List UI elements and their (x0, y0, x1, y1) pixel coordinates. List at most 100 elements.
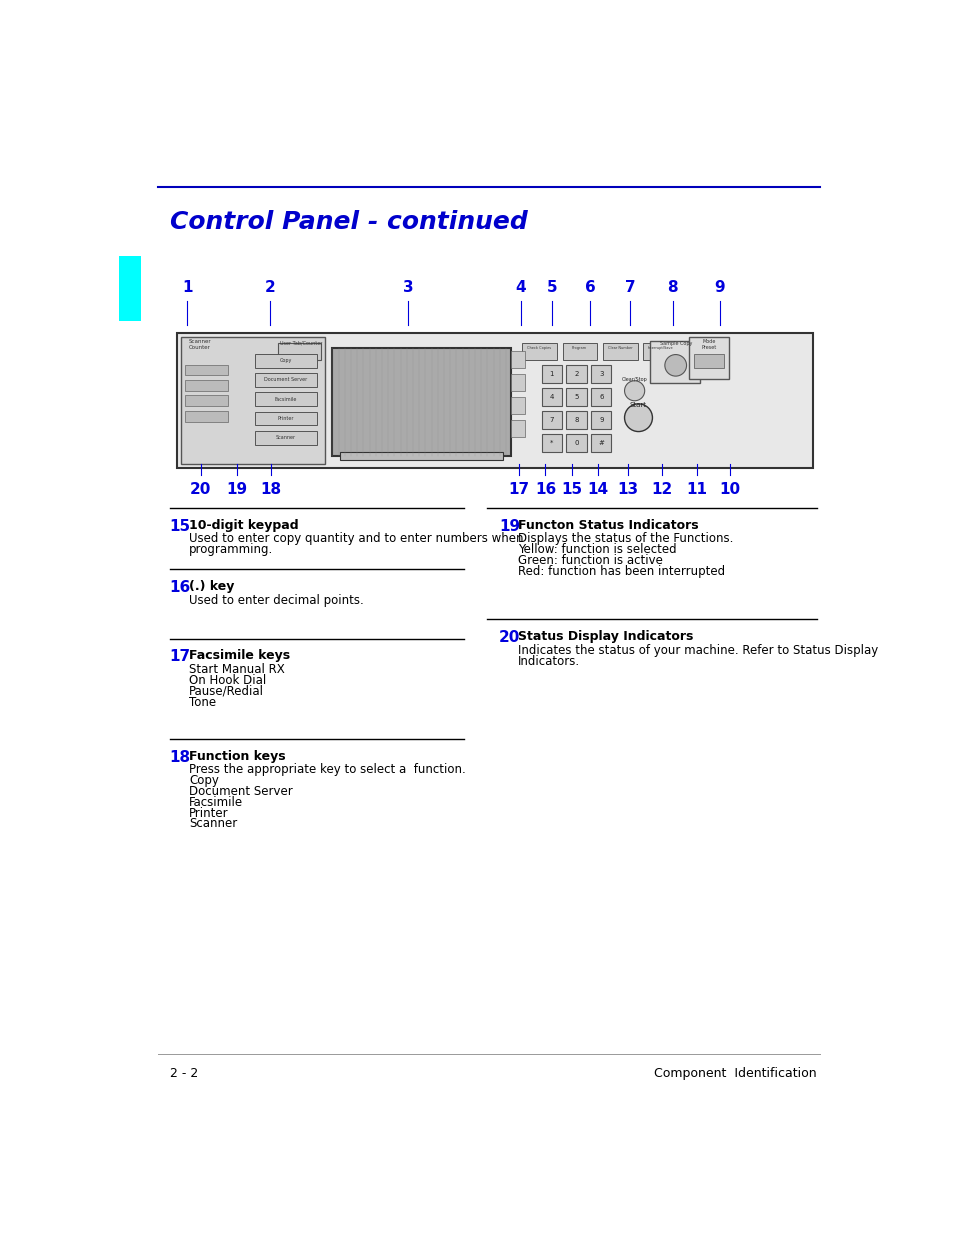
Text: 10: 10 (719, 482, 740, 496)
Text: 20: 20 (190, 482, 212, 496)
Text: 2 - 2: 2 - 2 (170, 1067, 197, 1079)
Text: Function keys: Function keys (189, 750, 285, 762)
Text: 9: 9 (598, 417, 603, 424)
Bar (591, 411, 611, 430)
Bar (642, 343, 678, 359)
Text: 5: 5 (574, 394, 578, 400)
Text: 17: 17 (508, 482, 529, 496)
Text: Mode
Preset: Mode Preset (700, 340, 716, 350)
Text: 9: 9 (714, 279, 724, 294)
Bar (688, 337, 728, 379)
Bar (185, 380, 228, 390)
Bar (119, 256, 141, 321)
Text: Pause/Redial: Pause/Redial (189, 685, 264, 698)
Text: 16: 16 (170, 580, 191, 595)
Bar (254, 431, 316, 445)
Text: Yellow: function is selected: Yellow: function is selected (517, 543, 677, 556)
Bar (591, 433, 611, 452)
Text: Indicators.: Indicators. (517, 655, 579, 668)
Text: Scanner: Scanner (275, 435, 295, 440)
Bar (591, 388, 611, 406)
Text: Control Panel - continued: Control Panel - continued (170, 210, 527, 233)
Bar (340, 452, 502, 461)
Bar (185, 364, 228, 375)
Bar (510, 351, 524, 368)
Text: Printer: Printer (189, 806, 229, 820)
Text: Press the appropriate key to select a  function.: Press the appropriate key to select a fu… (189, 763, 465, 777)
Text: Printer: Printer (277, 416, 294, 421)
Bar (649, 341, 700, 383)
Text: Used to enter copy quantity and to enter numbers when: Used to enter copy quantity and to enter… (189, 532, 523, 546)
Text: 16: 16 (535, 482, 556, 496)
Text: 8: 8 (574, 417, 578, 424)
Text: Interrupt/Save: Interrupt/Save (647, 346, 672, 351)
Text: 6: 6 (598, 394, 603, 400)
Text: Clear/Stop: Clear/Stop (621, 377, 647, 382)
Bar (591, 364, 611, 383)
Text: 8: 8 (666, 279, 678, 294)
Text: 11: 11 (685, 482, 706, 496)
Text: 2: 2 (574, 370, 578, 377)
Text: On Hook Dial: On Hook Dial (189, 674, 266, 687)
Text: Check Copies: Check Copies (527, 346, 551, 351)
Text: 7: 7 (549, 417, 554, 424)
Text: 6: 6 (584, 279, 596, 294)
Text: Status Display Indicators: Status Display Indicators (517, 630, 693, 643)
Bar (254, 411, 316, 425)
Bar (694, 353, 723, 368)
Text: #: # (598, 440, 603, 446)
Text: Start Manual RX: Start Manual RX (189, 663, 284, 677)
Text: Clear Number: Clear Number (607, 346, 632, 351)
Text: User Tab/Counter: User Tab/Counter (280, 341, 322, 346)
Bar (510, 420, 524, 437)
Bar (566, 388, 586, 406)
Text: Red: function has been interrupted: Red: function has been interrupted (517, 564, 724, 578)
Text: 4: 4 (515, 279, 525, 294)
Bar (521, 343, 557, 359)
Bar (254, 373, 316, 387)
Text: 3: 3 (402, 279, 414, 294)
Bar (541, 388, 561, 406)
Text: Facsimile keys: Facsimile keys (189, 650, 290, 662)
Bar (510, 396, 524, 414)
Text: 14: 14 (587, 482, 608, 496)
Text: Sample Copy: Sample Copy (659, 341, 691, 346)
Text: Tone: Tone (189, 695, 216, 709)
Bar (541, 433, 561, 452)
Circle shape (624, 404, 652, 431)
Bar (566, 433, 586, 452)
Text: 10-digit keypad: 10-digit keypad (189, 519, 298, 531)
Text: *: * (550, 440, 553, 446)
Text: Functon Status Indicators: Functon Status Indicators (517, 519, 699, 531)
Bar (254, 393, 316, 406)
Bar (566, 411, 586, 430)
Text: 4: 4 (549, 394, 554, 400)
Text: Green: function is active: Green: function is active (517, 555, 662, 567)
Text: Facsimile: Facsimile (189, 795, 243, 809)
Text: 17: 17 (170, 650, 191, 664)
Text: 12: 12 (651, 482, 672, 496)
Text: 19: 19 (498, 519, 519, 534)
Bar (541, 411, 561, 430)
Text: 0: 0 (574, 440, 578, 446)
Text: (.) key: (.) key (189, 580, 234, 593)
Text: 18: 18 (170, 750, 191, 764)
Bar (510, 374, 524, 390)
Bar (185, 395, 228, 406)
Text: 2: 2 (265, 279, 275, 294)
Text: 1: 1 (182, 279, 193, 294)
Bar (185, 411, 228, 421)
Text: Copy: Copy (189, 774, 218, 787)
Text: 15: 15 (170, 519, 191, 534)
Bar (332, 348, 510, 456)
Text: Document Server: Document Server (189, 785, 293, 798)
Text: Scanner
Counter: Scanner Counter (189, 340, 212, 350)
Text: Indicates the status of your machine. Refer to Status Display: Indicates the status of your machine. Re… (517, 645, 878, 657)
Text: 5: 5 (546, 279, 557, 294)
Text: 19: 19 (226, 482, 248, 496)
Text: programming.: programming. (189, 543, 273, 556)
Text: 15: 15 (560, 482, 581, 496)
Bar (254, 353, 316, 368)
Bar (177, 333, 812, 468)
Text: Displays the status of the Functions.: Displays the status of the Functions. (517, 532, 733, 546)
